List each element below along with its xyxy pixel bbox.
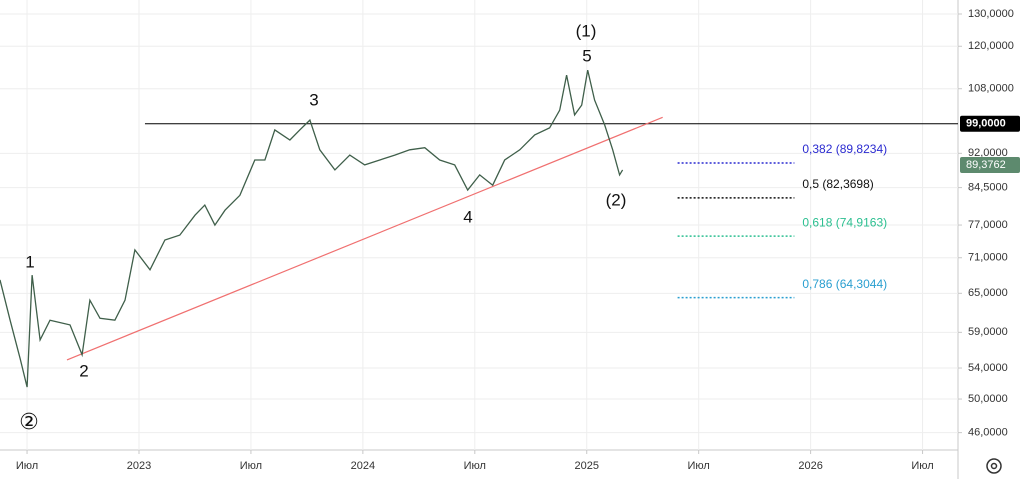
- wave-label: 4: [463, 207, 472, 226]
- y-tick-label: 84,5000: [968, 182, 1008, 194]
- x-tick-label: 2026: [798, 460, 822, 472]
- wave-label: (1): [576, 21, 597, 40]
- wave-label: 2: [79, 361, 88, 380]
- y-tick-label: 108,0000: [968, 83, 1014, 95]
- fib-label: 0,382 (89,8234): [802, 142, 887, 156]
- x-tick-label: 2025: [574, 460, 598, 472]
- x-tick-label: Июл: [688, 460, 710, 472]
- wave-label: (2): [606, 190, 627, 209]
- y-tick-label: 92,0000: [968, 147, 1008, 159]
- trendline: [66, 116, 663, 361]
- last-price-bg: [960, 156, 1020, 173]
- fib-label: 0,5 (82,3698): [802, 177, 873, 191]
- y-tick-label: 54,0000: [968, 362, 1008, 374]
- wave-label: 1: [25, 252, 34, 271]
- x-tick-label: Июл: [464, 460, 486, 472]
- gear-center[interactable]: [990, 462, 998, 470]
- level-label: 99,0000: [966, 118, 1006, 130]
- y-tick-label: 46,0000: [968, 427, 1008, 439]
- last-price-label: 89,3762: [966, 159, 1006, 171]
- fib-label: 0,786 (64,3044): [802, 277, 887, 291]
- level-label-bg: [960, 115, 1020, 132]
- fib-label: 0,618 (74,9163): [802, 215, 887, 229]
- y-tick-label: 130,0000: [968, 8, 1014, 20]
- y-tick-label: 120,0000: [968, 40, 1014, 52]
- price-line: [0, 69, 624, 388]
- y-tick-label: 65,0000: [968, 287, 1008, 299]
- y-tick-label: 77,0000: [968, 219, 1008, 231]
- x-tick-label: Июл: [911, 460, 933, 472]
- x-tick-label: 2023: [127, 460, 151, 472]
- y-tick-label: 71,0000: [968, 252, 1008, 264]
- wave-label: 5: [582, 46, 591, 65]
- y-tick-label: 50,0000: [968, 393, 1008, 405]
- y-tick-label: 59,0000: [968, 326, 1008, 338]
- wave-label: ②: [19, 409, 39, 434]
- x-tick-label: 2024: [351, 460, 375, 472]
- wave-label: 3: [309, 90, 318, 109]
- x-tick-label: Июл: [240, 460, 262, 472]
- x-tick-label: Июл: [16, 460, 38, 472]
- gear[interactable]: [986, 458, 1002, 474]
- settings-icon[interactable]: [986, 458, 1002, 474]
